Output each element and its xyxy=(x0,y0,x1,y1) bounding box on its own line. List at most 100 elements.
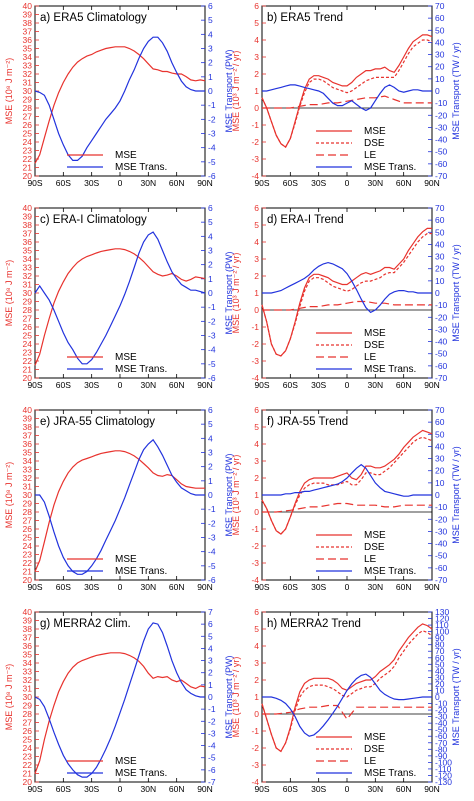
chart-title: d) ERA-I Trend xyxy=(267,214,344,226)
legend-label: DSE xyxy=(364,138,385,149)
y-right-tick-label: 0 xyxy=(208,490,213,500)
y-left-tick-label: 23 xyxy=(23,550,33,560)
x-tick-label: 90N xyxy=(197,178,213,188)
y-right-tick-label: -6 xyxy=(208,373,216,383)
y-left-axis-title: MSE (10³ J m⁻² / yr) xyxy=(231,253,241,334)
y-left-tick-label: 32 xyxy=(23,473,33,483)
x-tick-label: 30S xyxy=(84,784,99,794)
y-left-tick-label: 37 xyxy=(23,27,33,37)
y-left-tick-label: 22 xyxy=(23,558,33,568)
y-left-tick-label: 36 xyxy=(23,35,33,45)
y-left-tick-label: 21 xyxy=(23,567,33,577)
series-line-mse-trans xyxy=(34,36,205,161)
y-left-axis-title: MSE (10³ J m⁻² / yr) xyxy=(231,51,241,132)
y-left-tick-label: 21 xyxy=(23,365,33,375)
x-tick-label: 30N xyxy=(141,582,157,592)
y-left-tick-label: -1 xyxy=(251,524,259,534)
y-right-tick-label: -40 xyxy=(435,337,448,347)
y-right-tick-label: -10 xyxy=(435,98,448,108)
y-right-tick-label: 30 xyxy=(435,454,445,464)
y-left-tick-label: 21 xyxy=(23,769,33,779)
x-tick-label: 30S xyxy=(84,178,99,188)
y-right-tick-label: 0 xyxy=(208,288,213,298)
y-left-tick-label: 6 xyxy=(254,607,259,617)
y-right-tick-label: -1 xyxy=(208,100,216,110)
y-left-tick-label: 39 xyxy=(23,212,33,222)
y-left-tick-label: 24 xyxy=(23,137,33,147)
y-right-tick-label: 5 xyxy=(208,419,213,429)
legend-label: LE xyxy=(364,352,377,363)
y-left-tick-label: 3 xyxy=(254,658,259,668)
y-right-tick-label: -40 xyxy=(435,539,448,549)
x-tick-label: 90S xyxy=(27,380,42,390)
y-right-tick-label: -2 xyxy=(208,518,216,528)
x-tick-label: 30N xyxy=(141,178,157,188)
y-left-tick-label: -3 xyxy=(251,760,259,770)
legend-label: LE xyxy=(364,554,377,565)
y-left-tick-label: 39 xyxy=(23,414,33,424)
legend-label: MSE xyxy=(115,150,137,161)
series-line-mse xyxy=(34,450,205,572)
series-line-dse xyxy=(261,232,432,357)
y-right-tick-label: 30 xyxy=(435,672,445,682)
y-left-tick-label: 40 xyxy=(23,203,33,213)
y-right-tick-label: -60 xyxy=(435,159,448,169)
y-right-tick-label: 50 xyxy=(435,429,445,439)
y-left-tick-label: 40 xyxy=(23,607,33,617)
y-left-tick-label: 35 xyxy=(23,44,33,54)
y-left-tick-label: 28 xyxy=(23,709,33,719)
y-left-tick-label: -3 xyxy=(251,558,259,568)
y-right-tick-label: -20 xyxy=(435,110,448,120)
legend-label: MSE Trans. xyxy=(364,768,416,779)
y-left-tick-label: 28 xyxy=(23,305,33,315)
y-left-tick-label: 29 xyxy=(23,95,33,105)
y-right-tick-label: 20 xyxy=(435,466,445,476)
legend-label: MSE Trans. xyxy=(364,162,416,173)
series-line-mse xyxy=(34,248,206,366)
y-right-tick-label: -5 xyxy=(208,157,216,167)
series-line-le xyxy=(262,502,432,513)
y-right-tick-label: -120 xyxy=(435,770,452,780)
y-right-tick-label: 1 xyxy=(208,274,213,284)
series-line-dse xyxy=(261,436,433,535)
y-left-axis-title: MSE (10³ J m⁻² / yr) xyxy=(231,455,241,536)
y-left-tick-label: 35 xyxy=(23,448,33,458)
y-right-tick-label: -2 xyxy=(208,716,216,726)
y-left-tick-label: 31 xyxy=(23,482,33,492)
chart-title: h) MERRA2 Trend xyxy=(267,618,361,630)
chart-panel-2: 90S 60S 30S 0 30N 60N 90N202122232425262728293… xyxy=(4,203,234,390)
y-right-tick-label: -3 xyxy=(208,728,216,738)
y-right-tick-label: 20 xyxy=(435,679,445,689)
y-right-tick-label: 0 xyxy=(435,86,440,96)
y-right-tick-label: -50 xyxy=(435,147,448,157)
y-right-tick-label: -40 xyxy=(435,718,448,728)
legend-label: MSE xyxy=(364,530,386,541)
y-left-axis-title: MSE (10⁸ J m⁻²) xyxy=(4,664,14,731)
x-tick-label: 30S xyxy=(311,380,326,390)
y-left-tick-label: 25 xyxy=(23,533,33,543)
y-right-axis-title: MSE Transport (TW / yr) xyxy=(451,446,461,544)
y-right-tick-label: 110 xyxy=(435,620,449,630)
x-tick-label: 30S xyxy=(84,582,99,592)
series-line-dse xyxy=(261,39,433,148)
x-tick-label: 90S xyxy=(254,582,269,592)
y-right-tick-label: -3 xyxy=(208,331,216,341)
chart-panel-6: 90S 60S 30S 0 30N 60N 90N202122232425262728293… xyxy=(4,607,234,794)
y-left-tick-label: -2 xyxy=(251,137,259,147)
y-left-tick-label: -4 xyxy=(251,575,259,585)
y-right-tick-label: 50 xyxy=(435,227,445,237)
y-right-tick-label: -4 xyxy=(208,345,216,355)
y-left-tick-label: 30 xyxy=(23,86,33,96)
y-left-tick-label: 2 xyxy=(254,69,259,79)
y-right-tick-label: 3 xyxy=(208,656,213,666)
y-left-tick-label: 30 xyxy=(23,490,33,500)
series-line-dse xyxy=(261,630,433,753)
y-left-axis-title: MSE (10⁸ J m⁻²) xyxy=(4,462,14,529)
y-left-tick-label: 24 xyxy=(23,339,33,349)
y-left-tick-label: 24 xyxy=(23,541,33,551)
series-line-mse-trans xyxy=(34,231,206,365)
y-left-tick-label: 25 xyxy=(23,331,33,341)
y-right-tick-label: 40 xyxy=(435,239,445,249)
x-tick-label: 90S xyxy=(27,784,42,794)
y-right-tick-label: 40 xyxy=(435,666,445,676)
